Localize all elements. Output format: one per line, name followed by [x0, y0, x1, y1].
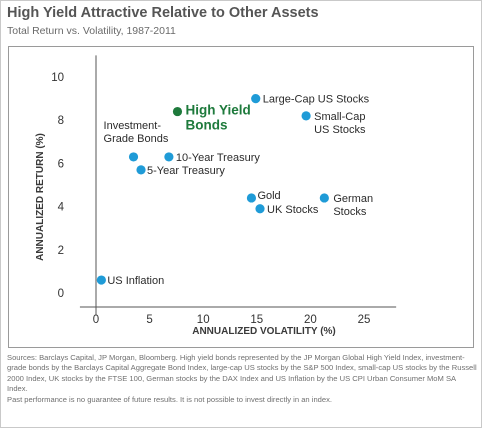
data-point [251, 94, 261, 104]
data-point [246, 193, 257, 203]
point-label: 5-Year Treasury [147, 165, 225, 177]
point-labels: US Inflation Investment-Grade Bonds 5-Year… [104, 94, 374, 287]
x-tick-label: 25 [358, 314, 371, 326]
point-label: High Yield Bonds [185, 103, 250, 133]
point-label: Gold [257, 190, 280, 202]
point-label: Investment-Grade Bonds [104, 120, 169, 145]
sources-note: Sources: Barclays Capital, JP Morgan, Bl… [7, 353, 477, 405]
chart-title: High Yield Attractive Relative to Other … [7, 5, 319, 21]
data-point [128, 152, 139, 162]
data-point [301, 111, 311, 121]
data-point [255, 204, 265, 214]
data-point [172, 106, 183, 117]
tick-labels: 0 5 10 15 20 25 0 2 4 6 8 10 [51, 72, 370, 326]
y-tick-label: 2 [58, 245, 64, 257]
y-axis-label: ANNUALIZED RETURN (%) [35, 133, 46, 261]
data-point [96, 275, 106, 285]
y-tick-label: 4 [58, 202, 65, 214]
data-point [136, 165, 146, 175]
x-tick-label: 20 [304, 314, 317, 326]
x-tick-label: 10 [197, 314, 210, 326]
y-tick-label: 8 [58, 115, 64, 127]
point-label: Small-Cap US Stocks [314, 111, 366, 136]
x-tick-label: 15 [250, 314, 263, 326]
sources-text: Sources: Barclays Capital, JP Morgan, Bl… [7, 353, 477, 394]
point-label: 10-Year Treasury [176, 152, 260, 164]
axes [79, 55, 397, 315]
x-axis-label: ANNUALIZED VOLATILITY (%) [192, 326, 336, 337]
point-label: UK Stocks [267, 204, 319, 216]
chart-subtitle: Total Return vs. Volatility, 1987-2011 [7, 25, 176, 37]
x-tick-label: 5 [146, 314, 152, 326]
data-point [319, 193, 329, 203]
point-label: German Stocks [333, 193, 373, 218]
y-tick-label: 6 [58, 158, 64, 170]
point-label: Large-Cap US Stocks [263, 94, 370, 106]
scatter-chart: 0 5 10 15 20 25 0 2 4 6 8 10 US Inflation Investment… [35, 55, 397, 337]
data-points [96, 94, 329, 285]
data-point [164, 152, 174, 162]
plot-box: 0 5 10 15 20 25 0 2 4 6 8 10 US Inflation Investment… [8, 46, 474, 348]
y-tick-label: 10 [51, 72, 64, 84]
disclaimer-text: Past performance is no guarantee of futu… [7, 394, 333, 404]
point-label: US Inflation [107, 275, 164, 287]
y-tick-label: 0 [58, 288, 64, 300]
x-tick-label: 0 [93, 314, 99, 326]
